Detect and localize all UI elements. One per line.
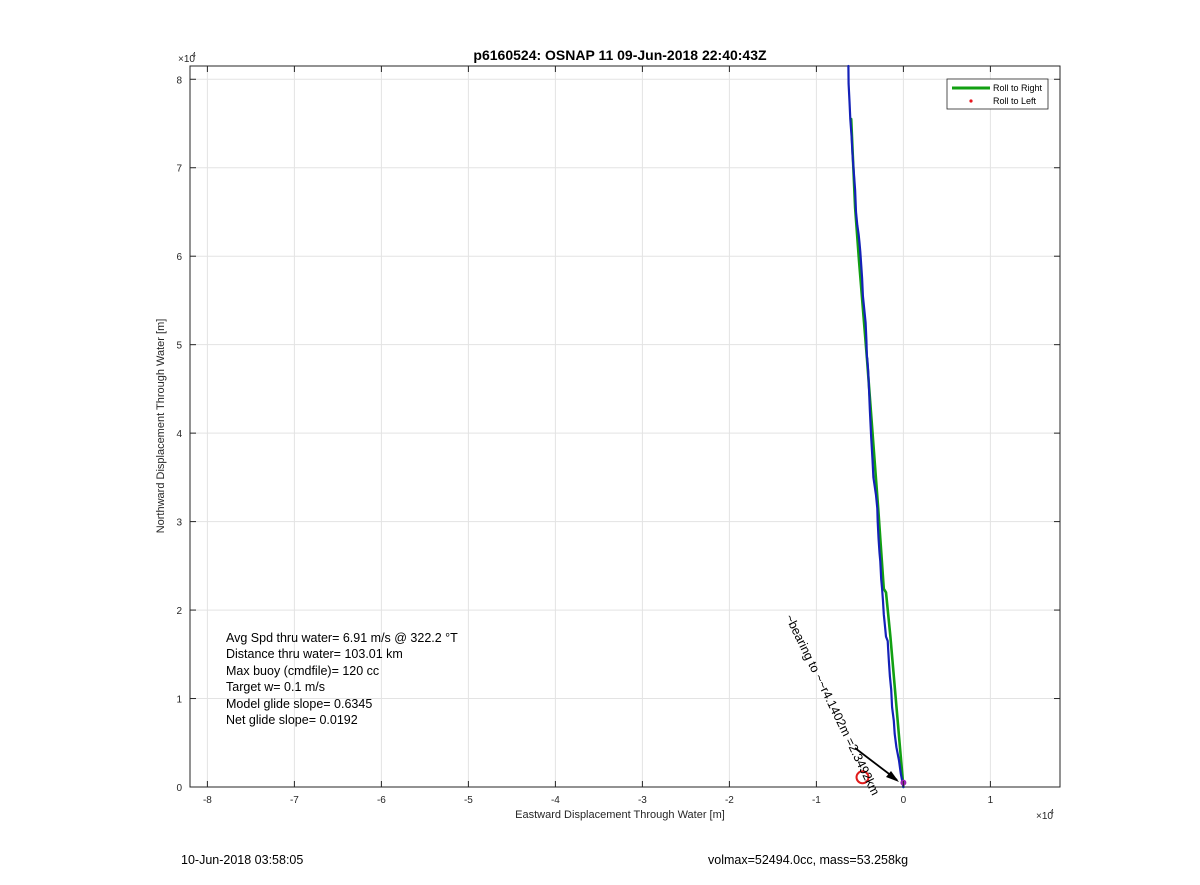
chart-title: p6160524: OSNAP 11 09-Jun-2018 22:40:43Z <box>473 47 767 63</box>
x-axis-label: Eastward Displacement Through Water [m] <box>515 809 725 821</box>
y-tick-label: 3 <box>176 518 182 529</box>
y-multiplier-base: ×10 <box>178 54 195 65</box>
x-tick-label: 1 <box>988 795 994 806</box>
y-multiplier: ×10 4 <box>178 52 196 65</box>
footer-volmax-mass: volmax=52494.0cc, mass=53.258kg <box>708 853 908 867</box>
x-tick-label: -3 <box>638 795 647 806</box>
footer-timestamp: 10-Jun-2018 03:58:05 <box>181 853 303 867</box>
target-circle-marker <box>855 770 870 785</box>
y-tick-label: 5 <box>176 341 182 352</box>
x-tick-label: -2 <box>725 795 734 806</box>
y-tick-label: 2 <box>176 606 182 617</box>
y-axis-label: Northward Displacement Through Water [m] <box>155 319 167 534</box>
y-multiplier-exponent: 4 <box>192 52 196 59</box>
axes-box <box>189 65 1061 788</box>
stats-annotations: Avg Spd thru water= 6.91 m/s @ 322.2 °T … <box>226 631 458 727</box>
stat-model-glide: Model glide slope= 0.6345 <box>226 697 372 711</box>
stat-max-buoy: Max buoy (cmdfile)= 120 cc <box>226 664 379 678</box>
y-tick-label: 0 <box>176 783 182 794</box>
stat-net-glide: Net glide slope= 0.0192 <box>226 713 358 727</box>
x-tick-label: -6 <box>377 795 386 806</box>
tick-group: -8 -7 -6 -5 -4 -3 -2 -1 0 1 0 1 2 3 4 5 6 7 8 <box>176 66 1060 806</box>
x-tick-label: -1 <box>812 795 821 806</box>
y-tick-label: 4 <box>176 429 182 440</box>
x-tick-label: -5 <box>464 795 473 806</box>
y-tick-label: 7 <box>176 164 182 175</box>
x-tick-label: 0 <box>901 795 907 806</box>
y-tick-label: 1 <box>176 695 182 706</box>
x-multiplier-exponent: 4 <box>1050 809 1054 816</box>
legend: Roll to Right Roll to Left <box>946 78 1049 110</box>
x-tick-label: -7 <box>290 795 299 806</box>
y-tick-label: 6 <box>176 252 182 263</box>
legend-label-roll-right: Roll to Right <box>993 83 1043 93</box>
legend-box <box>946 78 1049 110</box>
x-tick-label: -4 <box>551 795 560 806</box>
legend-swatch-roll-left <box>969 99 973 103</box>
legend-label-roll-left: Roll to Left <box>993 96 1037 106</box>
stat-target-w: Target w= 0.1 m/s <box>226 680 325 694</box>
x-tick-label: -8 <box>203 795 212 806</box>
bearing-arrow-head <box>886 771 899 782</box>
series-line-track <box>847 64 905 789</box>
y-tick-label: 8 <box>176 75 182 86</box>
stat-avg-speed: Avg Spd thru water= 6.91 m/s @ 322.2 °T <box>226 631 458 645</box>
stat-distance: Distance thru water= 103.01 km <box>226 647 403 661</box>
x-multiplier-base: ×10 <box>1036 811 1053 822</box>
x-multiplier: ×10 4 <box>1036 809 1054 822</box>
series-group <box>847 64 905 789</box>
